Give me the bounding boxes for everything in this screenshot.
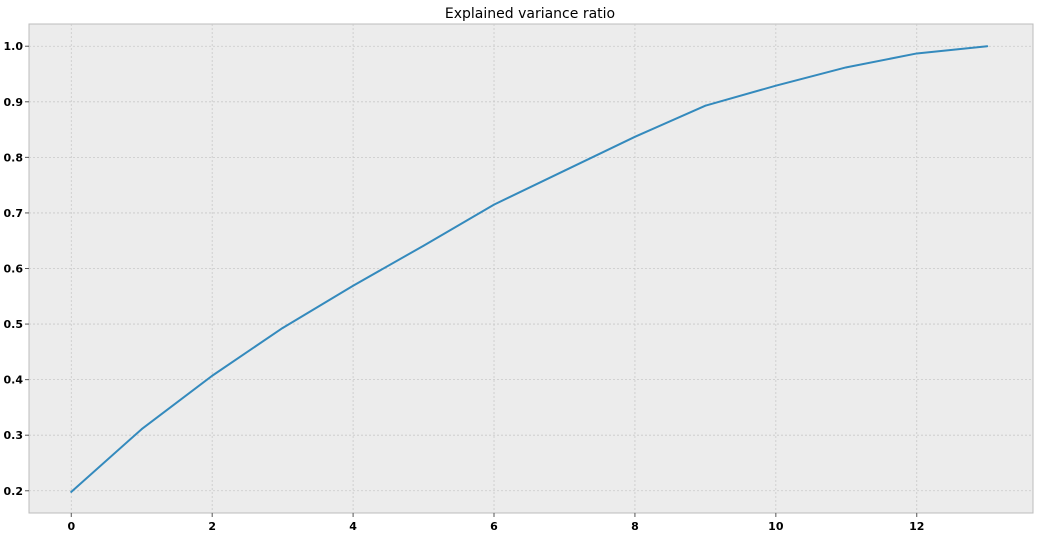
data-point [704,104,707,107]
y-tick-label: 0.8 [4,151,24,164]
data-point [493,203,495,206]
x-tick-label: 2 [208,520,216,533]
y-tick-label: 0.6 [4,263,24,276]
x-tick-label: 10 [768,520,784,533]
data-point [634,135,636,138]
x-tick-label: 12 [909,520,924,533]
x-tick-label: 0 [67,520,75,533]
data-point [986,45,989,48]
plot-area: 0 2 4 6 8 10 12 0.2 0.3 0.4 0.5 0.6 0.7 0.8 0.9 1.0 [4,23,1034,533]
series-line [70,45,989,493]
data-point [140,428,143,430]
data-point [281,327,284,329]
y-tick-label: 0.3 [4,429,24,442]
data-point [422,244,425,247]
y-tick-label: 0.9 [4,96,24,109]
x-tick-label: 4 [349,520,357,533]
y-tick-label: 1.0 [4,40,24,53]
y-tick-label: 0.4 [4,374,24,387]
data-point [774,84,777,87]
data-point [563,169,566,172]
y-tick-label: 0.7 [4,207,24,220]
data-point [915,52,918,55]
y-tick-label: 0.5 [4,318,24,331]
data-point [70,490,73,493]
data-point [211,374,214,377]
data-point [352,284,354,287]
x-tick-label: 6 [490,520,498,533]
data-point [845,66,848,69]
chart-title: Explained variance ratio [445,6,615,22]
y-tick-label: 0.2 [4,485,24,498]
x-tick-label: 8 [631,520,639,533]
